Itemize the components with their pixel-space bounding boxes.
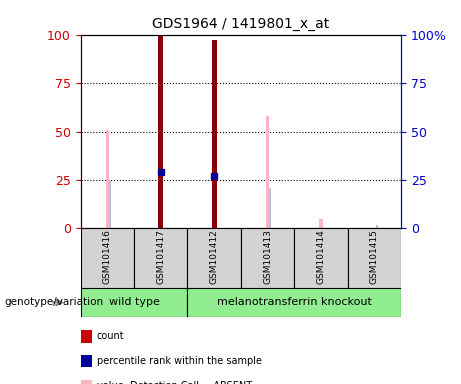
- Text: GSM101412: GSM101412: [210, 230, 219, 285]
- Bar: [376, 225, 378, 228]
- FancyBboxPatch shape: [81, 288, 188, 317]
- Text: GSM101413: GSM101413: [263, 230, 272, 285]
- Text: count: count: [97, 331, 124, 341]
- Text: percentile rank within the sample: percentile rank within the sample: [97, 356, 262, 366]
- Bar: [319, 219, 323, 228]
- FancyBboxPatch shape: [188, 228, 241, 288]
- Text: GSM101414: GSM101414: [316, 230, 325, 285]
- FancyBboxPatch shape: [294, 228, 348, 288]
- FancyBboxPatch shape: [134, 228, 188, 288]
- Title: GDS1964 / 1419801_x_at: GDS1964 / 1419801_x_at: [152, 17, 330, 31]
- FancyBboxPatch shape: [348, 228, 401, 288]
- Bar: [266, 116, 269, 228]
- FancyBboxPatch shape: [188, 288, 401, 317]
- FancyBboxPatch shape: [81, 228, 134, 288]
- Bar: [212, 40, 217, 228]
- Text: value, Detection Call = ABSENT: value, Detection Call = ABSENT: [97, 381, 252, 384]
- Text: wild type: wild type: [109, 297, 160, 308]
- Bar: [158, 36, 164, 228]
- Text: GSM101415: GSM101415: [370, 230, 379, 285]
- Text: melanotransferrin knockout: melanotransferrin knockout: [217, 297, 372, 308]
- Text: genotype/variation: genotype/variation: [5, 297, 104, 308]
- Bar: [109, 180, 111, 228]
- Bar: [106, 129, 109, 228]
- Bar: [269, 188, 271, 228]
- FancyBboxPatch shape: [241, 228, 294, 288]
- Text: GSM101416: GSM101416: [103, 230, 112, 285]
- Text: GSM101417: GSM101417: [156, 230, 165, 285]
